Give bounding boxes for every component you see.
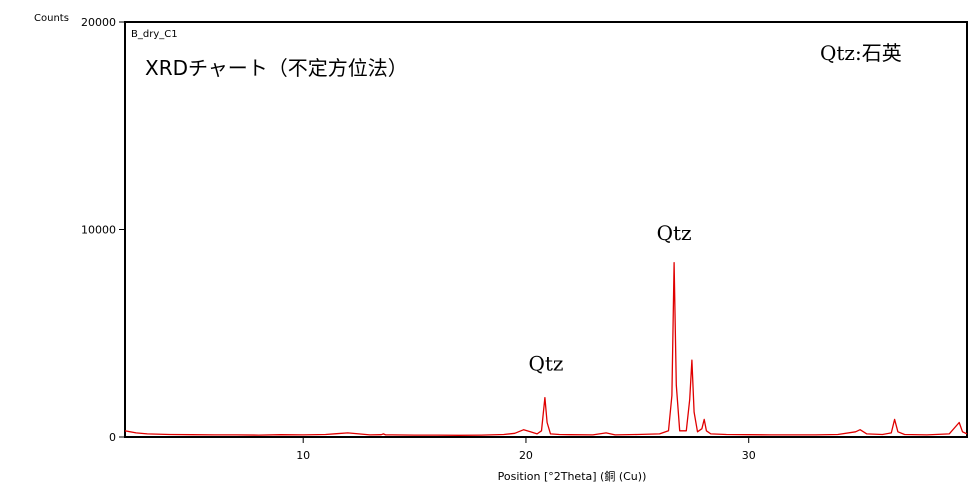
x-axis: 10 20 30 xyxy=(296,437,756,462)
y-tick-label: 20000 xyxy=(81,16,116,29)
plot-frame xyxy=(124,21,968,438)
x-tick-label: 10 xyxy=(296,449,310,462)
x-axis-title: Position [°2Theta] (銅 (Cu)) xyxy=(498,469,647,483)
panel-label: B_dry_C1 xyxy=(131,29,178,40)
x-tick-label: 30 xyxy=(742,449,756,462)
series-layer xyxy=(124,262,968,436)
legend-note: Qtz:石英 xyxy=(820,41,902,65)
y-axis: 0 10000 20000 xyxy=(81,16,125,444)
x-tick-label: 20 xyxy=(519,449,533,462)
y-tick-label: 0 xyxy=(109,431,116,444)
y-axis-unit-label: Counts xyxy=(34,13,69,24)
peak-annotation: Qtz xyxy=(529,352,564,376)
annotation-layer: Qtz Qtz xyxy=(529,221,692,376)
y-tick-label: 10000 xyxy=(81,224,116,237)
chart-title: XRDチャート（不定方位法） xyxy=(145,56,408,80)
peak-annotation: Qtz xyxy=(657,221,692,245)
xrd-pattern-line xyxy=(124,262,968,436)
